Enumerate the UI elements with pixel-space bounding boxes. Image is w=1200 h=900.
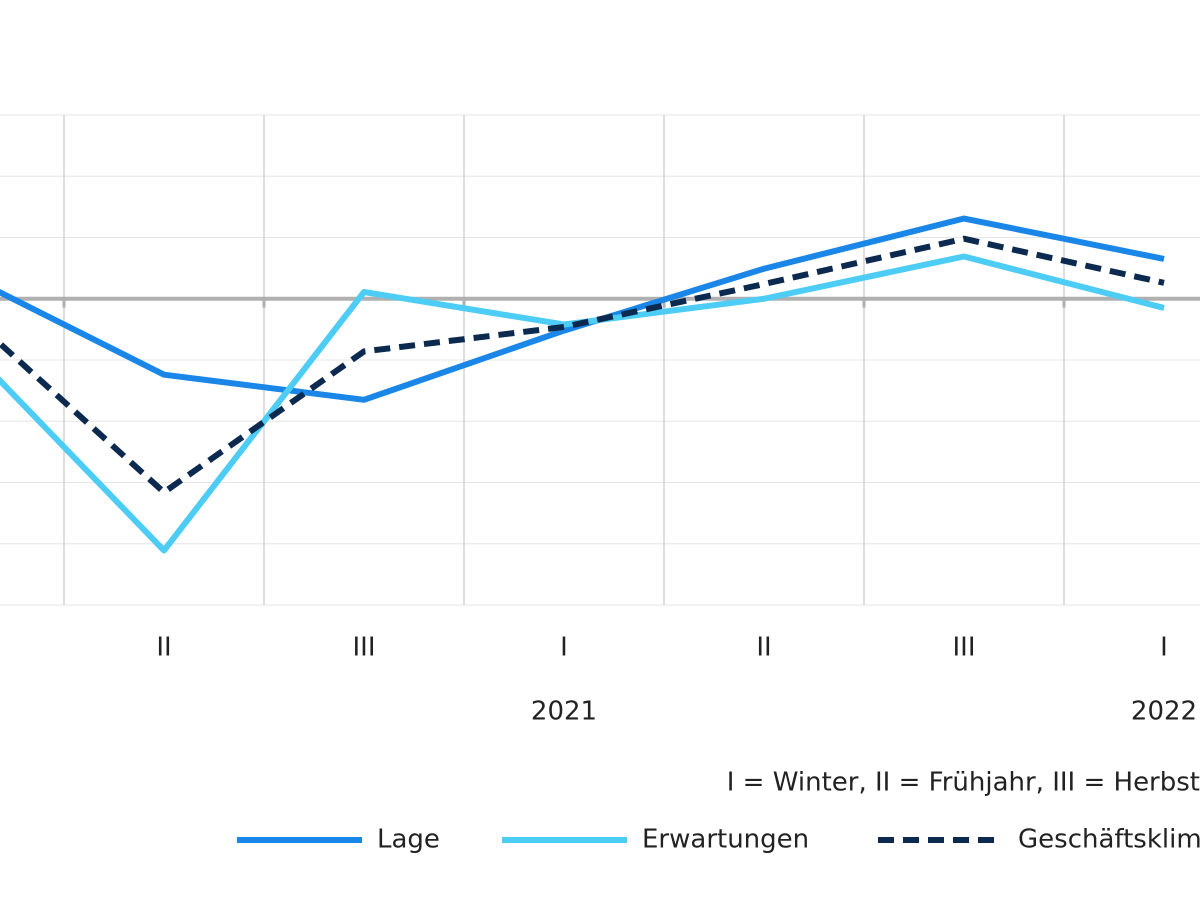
series-line	[0, 235, 1165, 496]
x-tick-label: III	[352, 633, 375, 663]
x-tick-label: I	[1160, 633, 1168, 663]
year-label: 2021	[531, 697, 597, 727]
note: I = Winter, II = Frühjahr, III = Herbst	[727, 768, 1200, 798]
year-label: 2022	[1131, 697, 1197, 727]
x-tick-label: I	[560, 633, 568, 663]
legend-label: Lage	[377, 825, 440, 855]
series-line	[0, 215, 1165, 403]
series-line	[0, 253, 1165, 554]
legend-label: Erwartungen	[642, 825, 809, 855]
x-tick-label: II	[756, 633, 771, 663]
x-tick-label: II	[156, 633, 171, 663]
legend-label: Geschäftsklima	[1018, 825, 1200, 855]
x-tick-label: III	[952, 633, 975, 663]
